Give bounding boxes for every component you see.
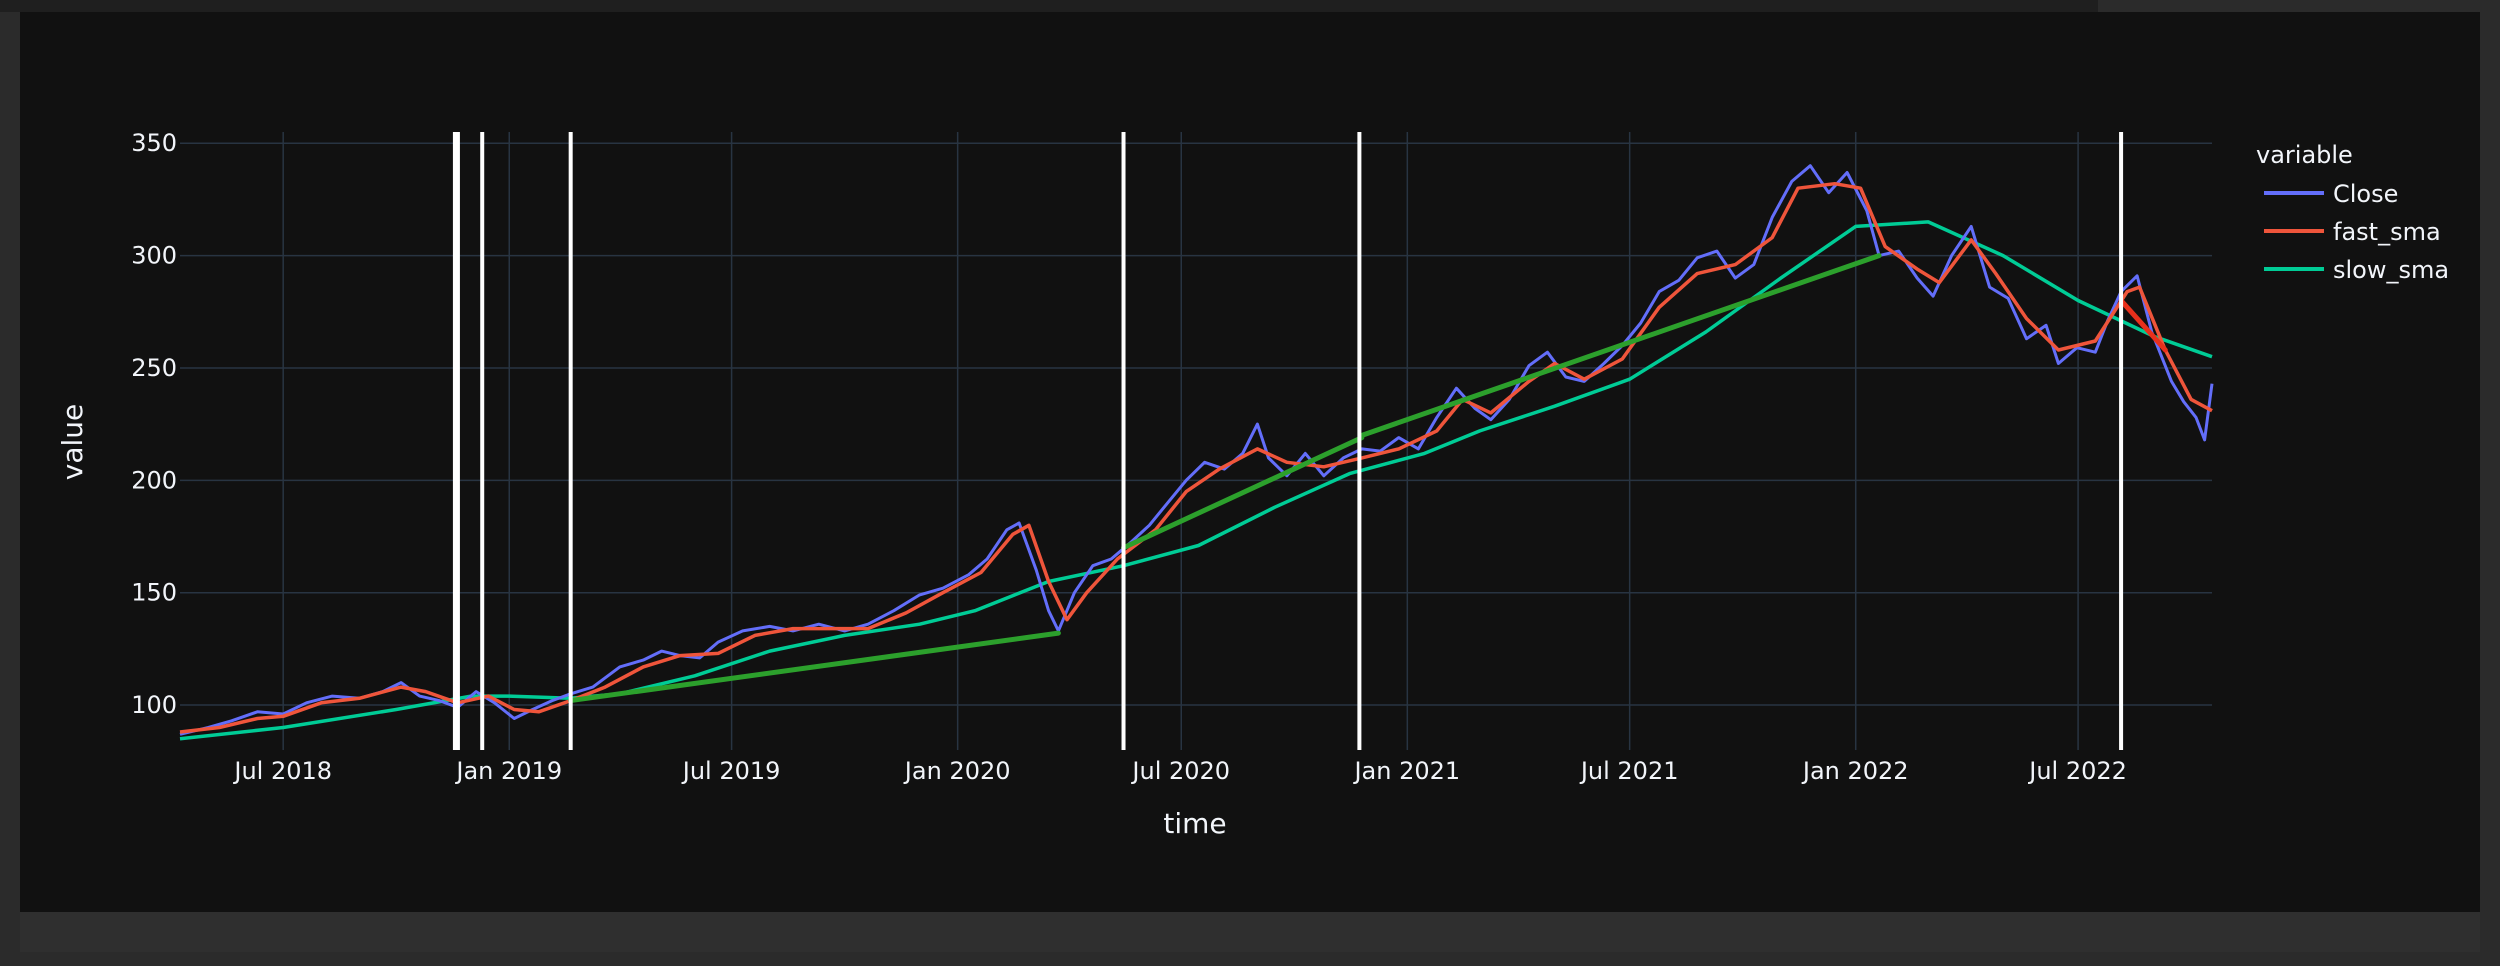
legend: variable Close fast_sma slow_sma xyxy=(2256,141,2449,284)
x-tick-label: Jul 2020 xyxy=(1130,757,1230,785)
x-tick-label: Jul 2022 xyxy=(2027,757,2127,785)
x-gridlines xyxy=(282,132,2079,750)
trend-line xyxy=(1121,435,1365,551)
x-tick-label: Jan 2020 xyxy=(903,757,1011,785)
y-tick-label: 350 xyxy=(131,129,177,157)
legend-title: variable xyxy=(2256,141,2353,169)
y-tick-label: 150 xyxy=(131,579,177,607)
y-tick-label: 300 xyxy=(131,242,177,270)
x-axis-title: time xyxy=(1163,807,1226,840)
series-line-slow-sma xyxy=(179,220,2213,741)
legend-label: Close xyxy=(2333,180,2398,208)
y-axis-title: value xyxy=(56,404,89,480)
trend-line xyxy=(1359,253,1882,438)
trend-line xyxy=(2118,298,2168,353)
x-tick-label: Jan 2021 xyxy=(1352,757,1460,785)
vertical-markers xyxy=(452,132,2124,750)
y-gridlines xyxy=(180,142,2212,706)
x-tick-label: Jul 2018 xyxy=(232,757,332,785)
x-tick-label: Jul 2021 xyxy=(1579,757,1679,785)
legend-label: fast_sma xyxy=(2333,218,2441,246)
legend-label: slow_sma xyxy=(2333,256,2449,284)
plot-panel xyxy=(20,12,2480,912)
horizontal-scrollbar[interactable] xyxy=(20,912,2480,952)
trend-line xyxy=(568,630,1061,704)
x-tick-label: Jan 2019 xyxy=(454,757,562,785)
series-layer xyxy=(179,164,2214,741)
x-tick-label: Jul 2019 xyxy=(681,757,781,785)
series-line-fast-sma xyxy=(179,181,2213,734)
top-bar xyxy=(0,0,2098,12)
series-line-close xyxy=(179,164,2214,736)
trend-lines xyxy=(568,253,2168,704)
x-tick-label: Jan 2022 xyxy=(1801,757,1909,785)
x-tick-labels: Jul 2018 Jan 2019 Jul 2019 Jan 2020 Jul 2020… xyxy=(232,757,2127,785)
y-tick-label: 100 xyxy=(131,691,177,719)
y-tick-label: 200 xyxy=(131,466,177,494)
legend-items: Close fast_sma slow_sma xyxy=(2264,180,2449,284)
y-tick-label: 250 xyxy=(131,354,177,382)
y-tick-labels: 100 150 200 250 300 350 xyxy=(131,129,177,719)
